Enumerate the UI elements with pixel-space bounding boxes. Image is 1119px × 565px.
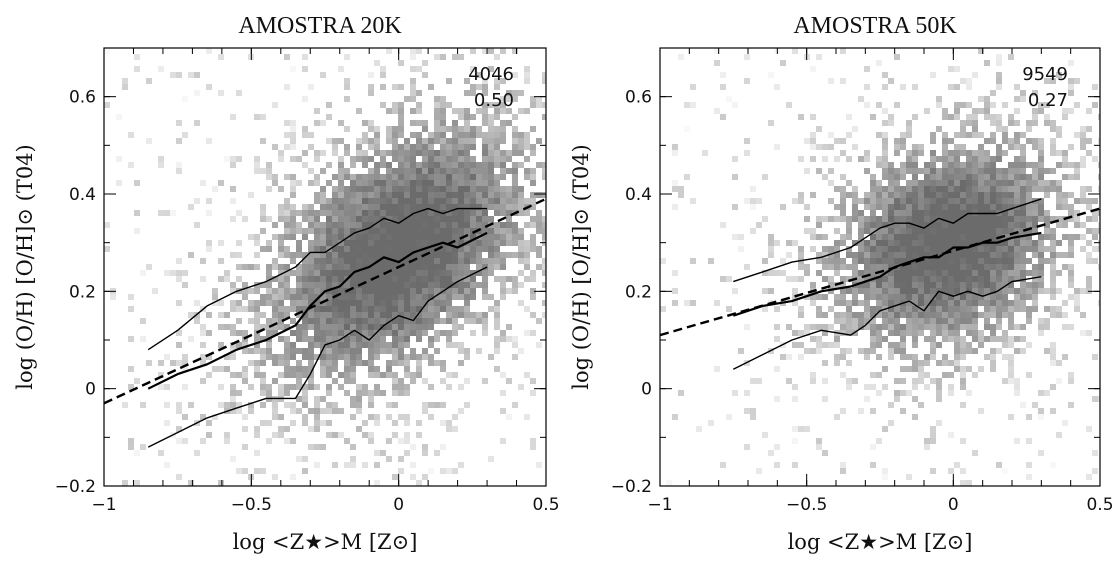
annotation-1: 9549: [1022, 64, 1068, 85]
chart-title: AMOSTRA 50K: [793, 13, 957, 39]
density-heatmap: [660, 48, 1100, 486]
annotation-1: 4046: [468, 64, 514, 85]
density-heatmap: [104, 48, 546, 486]
y-tick-label: 0: [85, 380, 96, 400]
y-tick-label: −0.2: [55, 477, 96, 497]
y-tick-label: 0.4: [69, 185, 96, 205]
lower-percentile-curve: [732, 276, 1042, 370]
y-tick-label: 0.6: [625, 88, 652, 108]
plot-frame: [659, 47, 1101, 487]
y-tick-label: 0.4: [625, 185, 652, 205]
y-tick-label: 0.6: [69, 88, 96, 108]
x-tick-label: 0: [393, 495, 404, 515]
median-curve: [732, 231, 1042, 317]
x-tick-label: −1: [91, 495, 116, 515]
x-tick-label: −1: [647, 495, 672, 515]
median-curve: [147, 231, 488, 390]
fit-line: [660, 207, 1100, 337]
plot-frame: [103, 47, 547, 487]
lower-percentile-curve: [147, 266, 488, 448]
x-tick-label: −0.5: [231, 495, 272, 515]
y-tick-label: −0.2: [611, 477, 652, 497]
x-axis-label: log <Z★>M [Z⊙]: [788, 530, 973, 554]
x-tick-label: 0.5: [1086, 495, 1113, 515]
annotation-2: 0.50: [474, 90, 514, 111]
panel-right: −1 −0.5 0 0.5 −0.2 0 0.2 0.4 0.6 AMOSTRA 50K 9549 0…: [569, 13, 1114, 554]
y-tick-label: 0.2: [69, 282, 96, 302]
panel-left: −1 −0.5 0 0.5 −0.2 0 0.2 0.4 0.6 AMOSTRA 20K 4046 0…: [13, 13, 560, 554]
fit-line: [104, 197, 546, 405]
y-tick-label: 0: [641, 380, 652, 400]
x-tick-label: 0: [948, 495, 959, 515]
chart-title: AMOSTRA 20K: [238, 13, 402, 39]
upper-percentile-curve: [147, 207, 488, 351]
x-tick-label: 0.5: [532, 495, 559, 515]
upper-percentile-curve: [733, 198, 1042, 283]
annotation-2: 0.27: [1028, 90, 1068, 111]
x-axis-label: log <Z★>M [Z⊙]: [233, 530, 418, 554]
y-tick-label: 0.2: [625, 282, 652, 302]
y-axis-label: log (O/H) [O/H]⊙ (T04): [569, 144, 593, 390]
x-tick-label: −0.5: [786, 495, 827, 515]
y-axis-label: log (O/H) [O/H]⊙ (T04): [13, 144, 37, 390]
